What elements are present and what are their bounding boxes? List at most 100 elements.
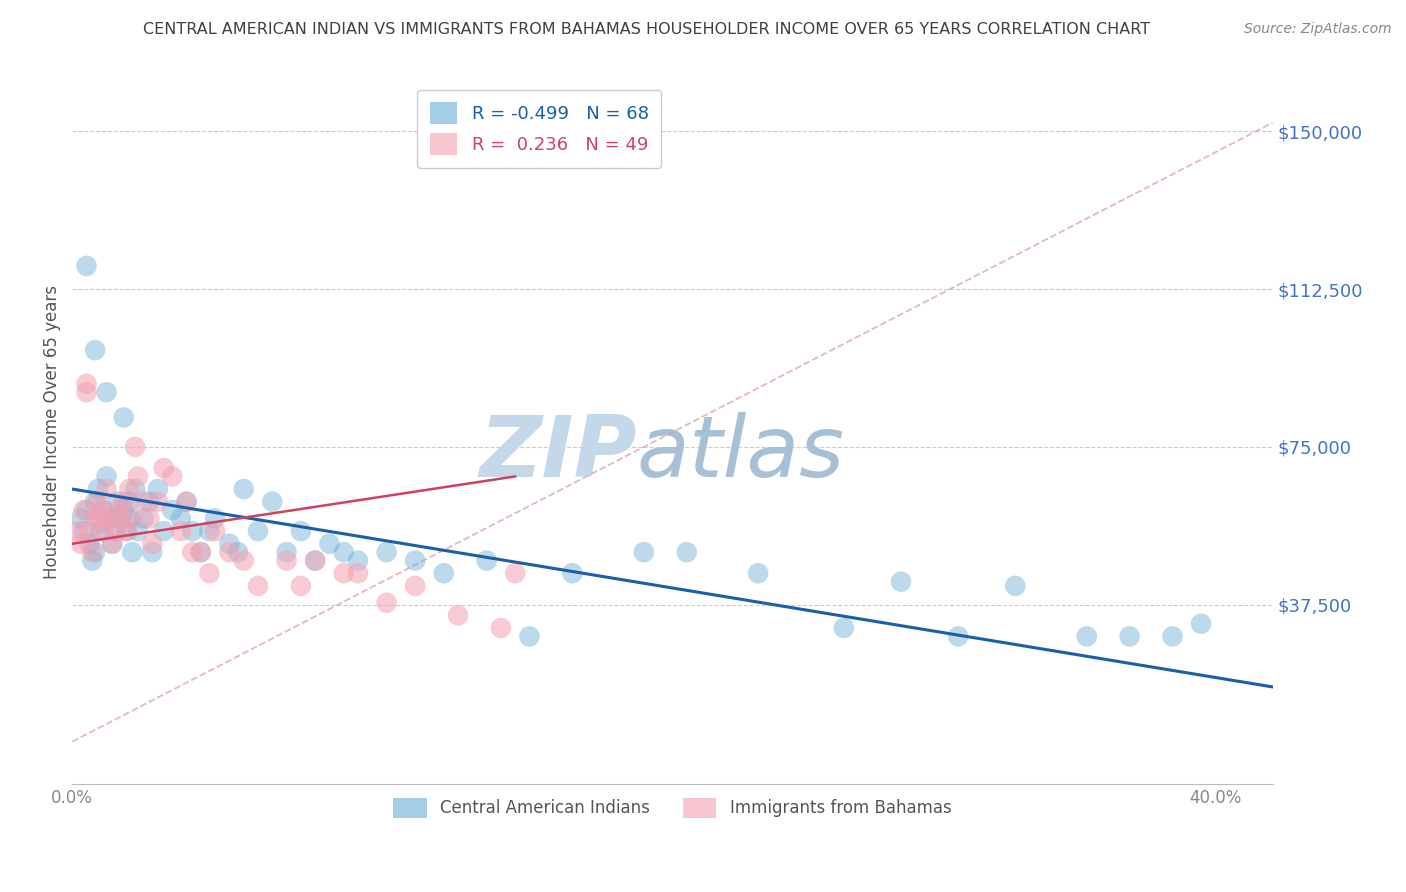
Point [190,545,212,559]
Point [246,524,269,538]
Point [98,511,121,525]
Point [73,503,96,517]
Point [204,524,226,538]
Point [170,524,193,538]
Point [79,524,101,538]
Point [232,482,254,496]
Point [141,545,163,559]
Point [98,511,121,525]
Point [141,537,163,551]
Point [1118,629,1140,643]
Point [107,503,129,517]
Point [181,545,204,559]
Point [76,503,98,517]
Point [115,524,138,538]
Point [101,537,124,551]
Point [375,596,398,610]
Point [146,482,169,496]
Point [107,494,129,508]
Y-axis label: Householder Income Over 65 years: Householder Income Over 65 years [44,285,60,579]
Point [110,511,132,525]
Point [76,259,98,273]
Point [475,553,498,567]
Point [318,537,340,551]
Point [87,482,110,496]
Point [198,566,221,581]
Point [832,621,855,635]
Point [110,511,132,525]
Point [84,545,107,559]
Point [190,545,212,559]
Point [73,524,96,538]
Point [84,343,107,358]
Point [226,545,249,559]
Legend: Central American Indians, Immigrants from Bahamas: Central American Indians, Immigrants fro… [387,791,957,824]
Point [204,511,226,525]
Point [132,494,155,508]
Point [433,566,456,581]
Point [304,553,326,567]
Point [332,545,354,559]
Point [347,566,370,581]
Point [69,537,91,551]
Point [90,503,112,517]
Point [96,385,118,400]
Point [84,494,107,508]
Point [347,553,370,567]
Point [561,566,583,581]
Point [503,566,526,581]
Point [747,566,769,581]
Point [124,440,146,454]
Point [276,545,298,559]
Point [132,511,155,525]
Point [76,385,98,400]
Point [90,511,112,525]
Point [82,553,104,567]
Point [290,524,312,538]
Point [404,553,426,567]
Point [890,574,912,589]
Point [1076,629,1098,643]
Point [96,482,118,496]
Point [82,545,104,559]
Point [104,524,127,538]
Point [176,494,198,508]
Point [146,494,169,508]
Point [1161,629,1184,643]
Point [675,545,697,559]
Point [112,410,135,425]
Point [946,629,969,643]
Point [112,494,135,508]
Point [121,511,143,525]
Point [90,516,112,530]
Point [118,511,141,525]
Point [93,503,115,517]
Text: CENTRAL AMERICAN INDIAN VS IMMIGRANTS FROM BAHAMAS HOUSEHOLDER INCOME OVER 65 YE: CENTRAL AMERICAN INDIAN VS IMMIGRANTS FR… [143,22,1150,37]
Point [152,524,174,538]
Point [79,537,101,551]
Point [276,553,298,567]
Point [69,511,91,525]
Point [87,494,110,508]
Text: atlas: atlas [637,412,845,495]
Point [115,524,138,538]
Point [404,579,426,593]
Point [162,469,184,483]
Point [1189,616,1212,631]
Point [218,537,240,551]
Point [84,511,107,525]
Point [90,524,112,538]
Point [112,503,135,517]
Point [447,608,470,623]
Point [93,524,115,538]
Point [232,553,254,567]
Point [138,494,160,508]
Point [198,524,221,538]
Point [96,469,118,483]
Point [104,524,127,538]
Point [1004,579,1026,593]
Point [127,524,149,538]
Point [76,376,98,391]
Point [304,553,326,567]
Point [218,545,240,559]
